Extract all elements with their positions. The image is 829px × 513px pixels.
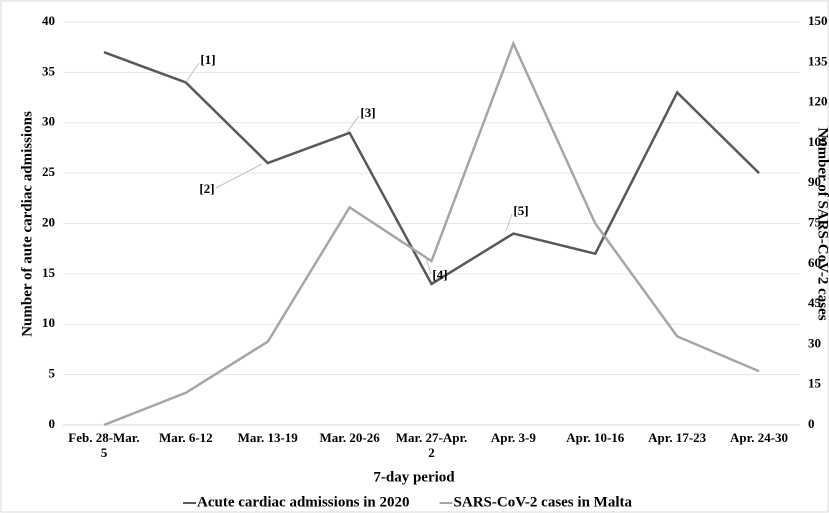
- y-tick-label: 0: [49, 416, 56, 431]
- x-tick-label: Mar. 6-12: [158, 430, 213, 445]
- y-tick-label: 30: [42, 114, 55, 129]
- x-tick-label: Mar. 27-Apr. 2: [395, 430, 468, 460]
- annotation-leader: [425, 257, 432, 275]
- y2-axis-title: Number of SARS-CoV-2 cases: [815, 127, 829, 320]
- y2-tick-label: 45: [808, 295, 822, 310]
- annotation-leader: [185, 62, 200, 83]
- y2-tick-label: 60: [808, 255, 821, 270]
- annotation-leader: [215, 163, 263, 189]
- y-tick-label: 5: [49, 366, 56, 381]
- annotation: [3]: [360, 105, 375, 120]
- y2-tick-label: 150: [808, 13, 828, 28]
- y-tick-label: 25: [42, 164, 56, 179]
- series-line: [103, 40, 760, 427]
- series-line: [103, 51, 760, 286]
- y-tick-label: 20: [42, 214, 55, 229]
- y-tick-label: 35: [42, 63, 56, 78]
- y2-tick-label: 0: [808, 416, 815, 431]
- annotation: [1]: [200, 52, 215, 67]
- y2-tick-label: 75: [808, 214, 822, 229]
- x-tick-label: Feb. 28-Mar. 5: [68, 430, 140, 460]
- y2-tick-label: 90: [808, 174, 821, 189]
- x-tick-label: Apr. 3-9: [490, 430, 536, 445]
- y-axis-title: Number of aute cardiac admissions: [19, 111, 35, 337]
- x-tick-label: Apr. 24-30: [730, 430, 789, 445]
- legend-label: SARS-CoV-2 cases in Malta: [454, 494, 633, 510]
- x-tick-label: Apr. 10-16: [566, 430, 625, 445]
- y-tick-label: 40: [42, 13, 55, 28]
- legend-label: Acute cardiac admissions in 2020: [197, 494, 410, 510]
- annotation-leader: [346, 115, 360, 133]
- y2-tick-label: 135: [808, 53, 828, 68]
- y-tick-label: 15: [42, 265, 56, 280]
- x-tick-label: Mar. 20-26: [319, 430, 380, 445]
- annotation: [2]: [199, 181, 214, 196]
- y-tick-label: 10: [42, 315, 55, 330]
- x-tick-label: Mar. 13-19: [237, 430, 298, 445]
- annotation-leader: [505, 213, 513, 232]
- y2-tick-label: 105: [808, 134, 828, 149]
- annotation: [4]: [432, 267, 447, 282]
- y2-tick-label: 120: [808, 94, 828, 109]
- annotation: [5]: [513, 203, 528, 218]
- x-tick-label: Apr. 17-23: [648, 430, 707, 445]
- x-axis-title: 7-day period: [373, 469, 455, 485]
- y2-tick-label: 15: [808, 376, 822, 391]
- y2-tick-label: 30: [808, 335, 821, 350]
